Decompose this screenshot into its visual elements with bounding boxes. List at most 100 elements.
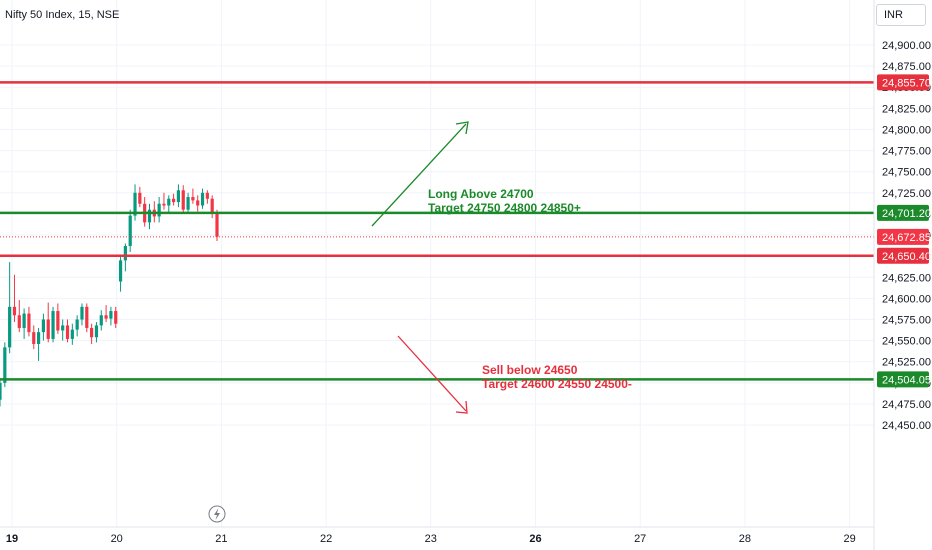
candle-body xyxy=(61,325,65,331)
candle xyxy=(27,306,31,337)
candle-body xyxy=(215,213,219,237)
price-tick-label: 24,550.00 xyxy=(882,336,931,348)
candle-body xyxy=(41,319,45,333)
time-axis[interactable]: 19 20 21 22 23 26 27 28 29 xyxy=(6,533,856,545)
candle-body xyxy=(0,382,2,400)
level-badge xyxy=(877,247,929,264)
candle xyxy=(8,262,12,354)
candle-body xyxy=(65,325,70,339)
level-badge-label: 24,701.20 xyxy=(882,208,931,220)
price-tick-label: 24,725.00 xyxy=(882,188,931,200)
candle xyxy=(80,303,84,326)
candle-body xyxy=(90,327,94,338)
candle xyxy=(56,303,60,334)
price-tick-label: 24,600.00 xyxy=(882,293,931,305)
candle-body xyxy=(196,200,200,206)
candle-body xyxy=(12,306,17,316)
sell-annotation-line1: Sell below 24650 xyxy=(482,363,578,377)
price-badges: 24,855.70 24,701.20 24,650.40 24,504.05 24,6… xyxy=(877,74,931,388)
level-badge-label: 24,650.40 xyxy=(882,251,931,263)
candle xyxy=(215,209,219,241)
price-tick-label: 24,575.00 xyxy=(882,314,931,326)
level-badge-label: 24,504.05 xyxy=(882,374,931,386)
candle xyxy=(99,310,103,331)
date-tick-label: 23 xyxy=(425,533,437,545)
price-tick-label: 24,625.00 xyxy=(882,272,931,284)
candle xyxy=(22,308,26,339)
candle-body xyxy=(51,311,55,339)
candle-body xyxy=(3,347,7,383)
date-tick-label: 29 xyxy=(843,533,855,545)
candle-body xyxy=(104,315,108,319)
candle xyxy=(12,274,17,323)
candle xyxy=(162,192,166,210)
price-tick-label: 24,800.00 xyxy=(882,124,931,136)
price-tick-label: 24,475.00 xyxy=(882,399,931,411)
level-badge-label: 24,855.70 xyxy=(882,77,931,89)
price-tick-label: 24,775.00 xyxy=(882,146,931,158)
candle-body xyxy=(27,313,31,333)
candle-body xyxy=(172,198,176,203)
candle-body xyxy=(176,190,181,203)
candle xyxy=(172,193,176,206)
candle-body xyxy=(128,215,132,247)
candle-body xyxy=(123,246,127,261)
candle xyxy=(157,197,161,223)
candles xyxy=(0,184,219,407)
candle xyxy=(32,325,36,350)
candle-body xyxy=(36,332,41,344)
candle-body xyxy=(210,198,214,214)
candle xyxy=(17,300,21,333)
candle xyxy=(196,195,200,212)
candle-body xyxy=(22,313,26,328)
long-annotation-line2: Target 24750 24800 24850+ xyxy=(428,201,581,215)
candle-body xyxy=(191,197,195,201)
sell-arrow xyxy=(397,335,468,414)
candle xyxy=(176,184,181,208)
candle-body xyxy=(109,311,113,319)
candle-body xyxy=(138,192,142,204)
price-tick-label: 24,525.00 xyxy=(882,357,931,369)
candle-body xyxy=(70,329,74,339)
candle-body xyxy=(32,332,36,344)
candle xyxy=(75,315,79,337)
date-tick-label: 26 xyxy=(529,533,541,545)
candle-body xyxy=(162,203,166,206)
date-tick-label: 20 xyxy=(111,533,123,545)
long-arrow xyxy=(371,121,469,227)
candle xyxy=(70,323,74,345)
candle xyxy=(191,188,195,204)
candle xyxy=(128,209,132,252)
candle-body xyxy=(157,203,161,217)
candle xyxy=(181,185,185,214)
candle-body xyxy=(181,190,185,210)
candle xyxy=(61,319,65,341)
candle xyxy=(94,322,99,343)
candle xyxy=(65,319,70,343)
candle-body xyxy=(8,306,12,348)
candle xyxy=(46,302,50,343)
candle-body xyxy=(80,306,84,320)
sell-annotation-line2: Target 24600 24550 24500- xyxy=(482,377,632,391)
currency-selector[interactable]: INR xyxy=(876,4,926,26)
candle-body xyxy=(205,192,209,199)
candle xyxy=(133,184,137,221)
candle xyxy=(85,303,89,333)
date-tick-label: 21 xyxy=(215,533,227,545)
candle-body xyxy=(147,209,152,223)
candle xyxy=(114,306,118,328)
date-tick-label: 22 xyxy=(320,533,332,545)
candle xyxy=(109,306,113,326)
candle xyxy=(51,306,55,343)
candle xyxy=(200,188,205,209)
price-tick-label: 24,825.00 xyxy=(882,103,931,115)
candle-body xyxy=(17,315,21,328)
candle xyxy=(186,192,190,214)
candle-body xyxy=(56,311,60,331)
candle xyxy=(90,323,94,344)
level-badge xyxy=(877,371,929,388)
lightning-icon[interactable] xyxy=(208,505,226,523)
candle-body xyxy=(75,319,79,330)
price-tick-label: 24,750.00 xyxy=(882,167,931,179)
